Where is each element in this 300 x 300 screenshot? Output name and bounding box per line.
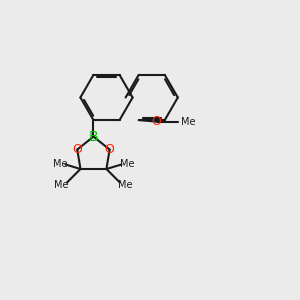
Text: Me: Me (54, 180, 69, 190)
Text: O: O (72, 143, 82, 156)
Text: Me: Me (120, 159, 134, 169)
Text: O: O (152, 115, 162, 128)
Text: Me: Me (181, 117, 196, 127)
Text: Me: Me (118, 180, 133, 190)
Text: B: B (88, 130, 98, 144)
Text: O: O (105, 143, 115, 156)
Text: Me: Me (53, 159, 67, 169)
